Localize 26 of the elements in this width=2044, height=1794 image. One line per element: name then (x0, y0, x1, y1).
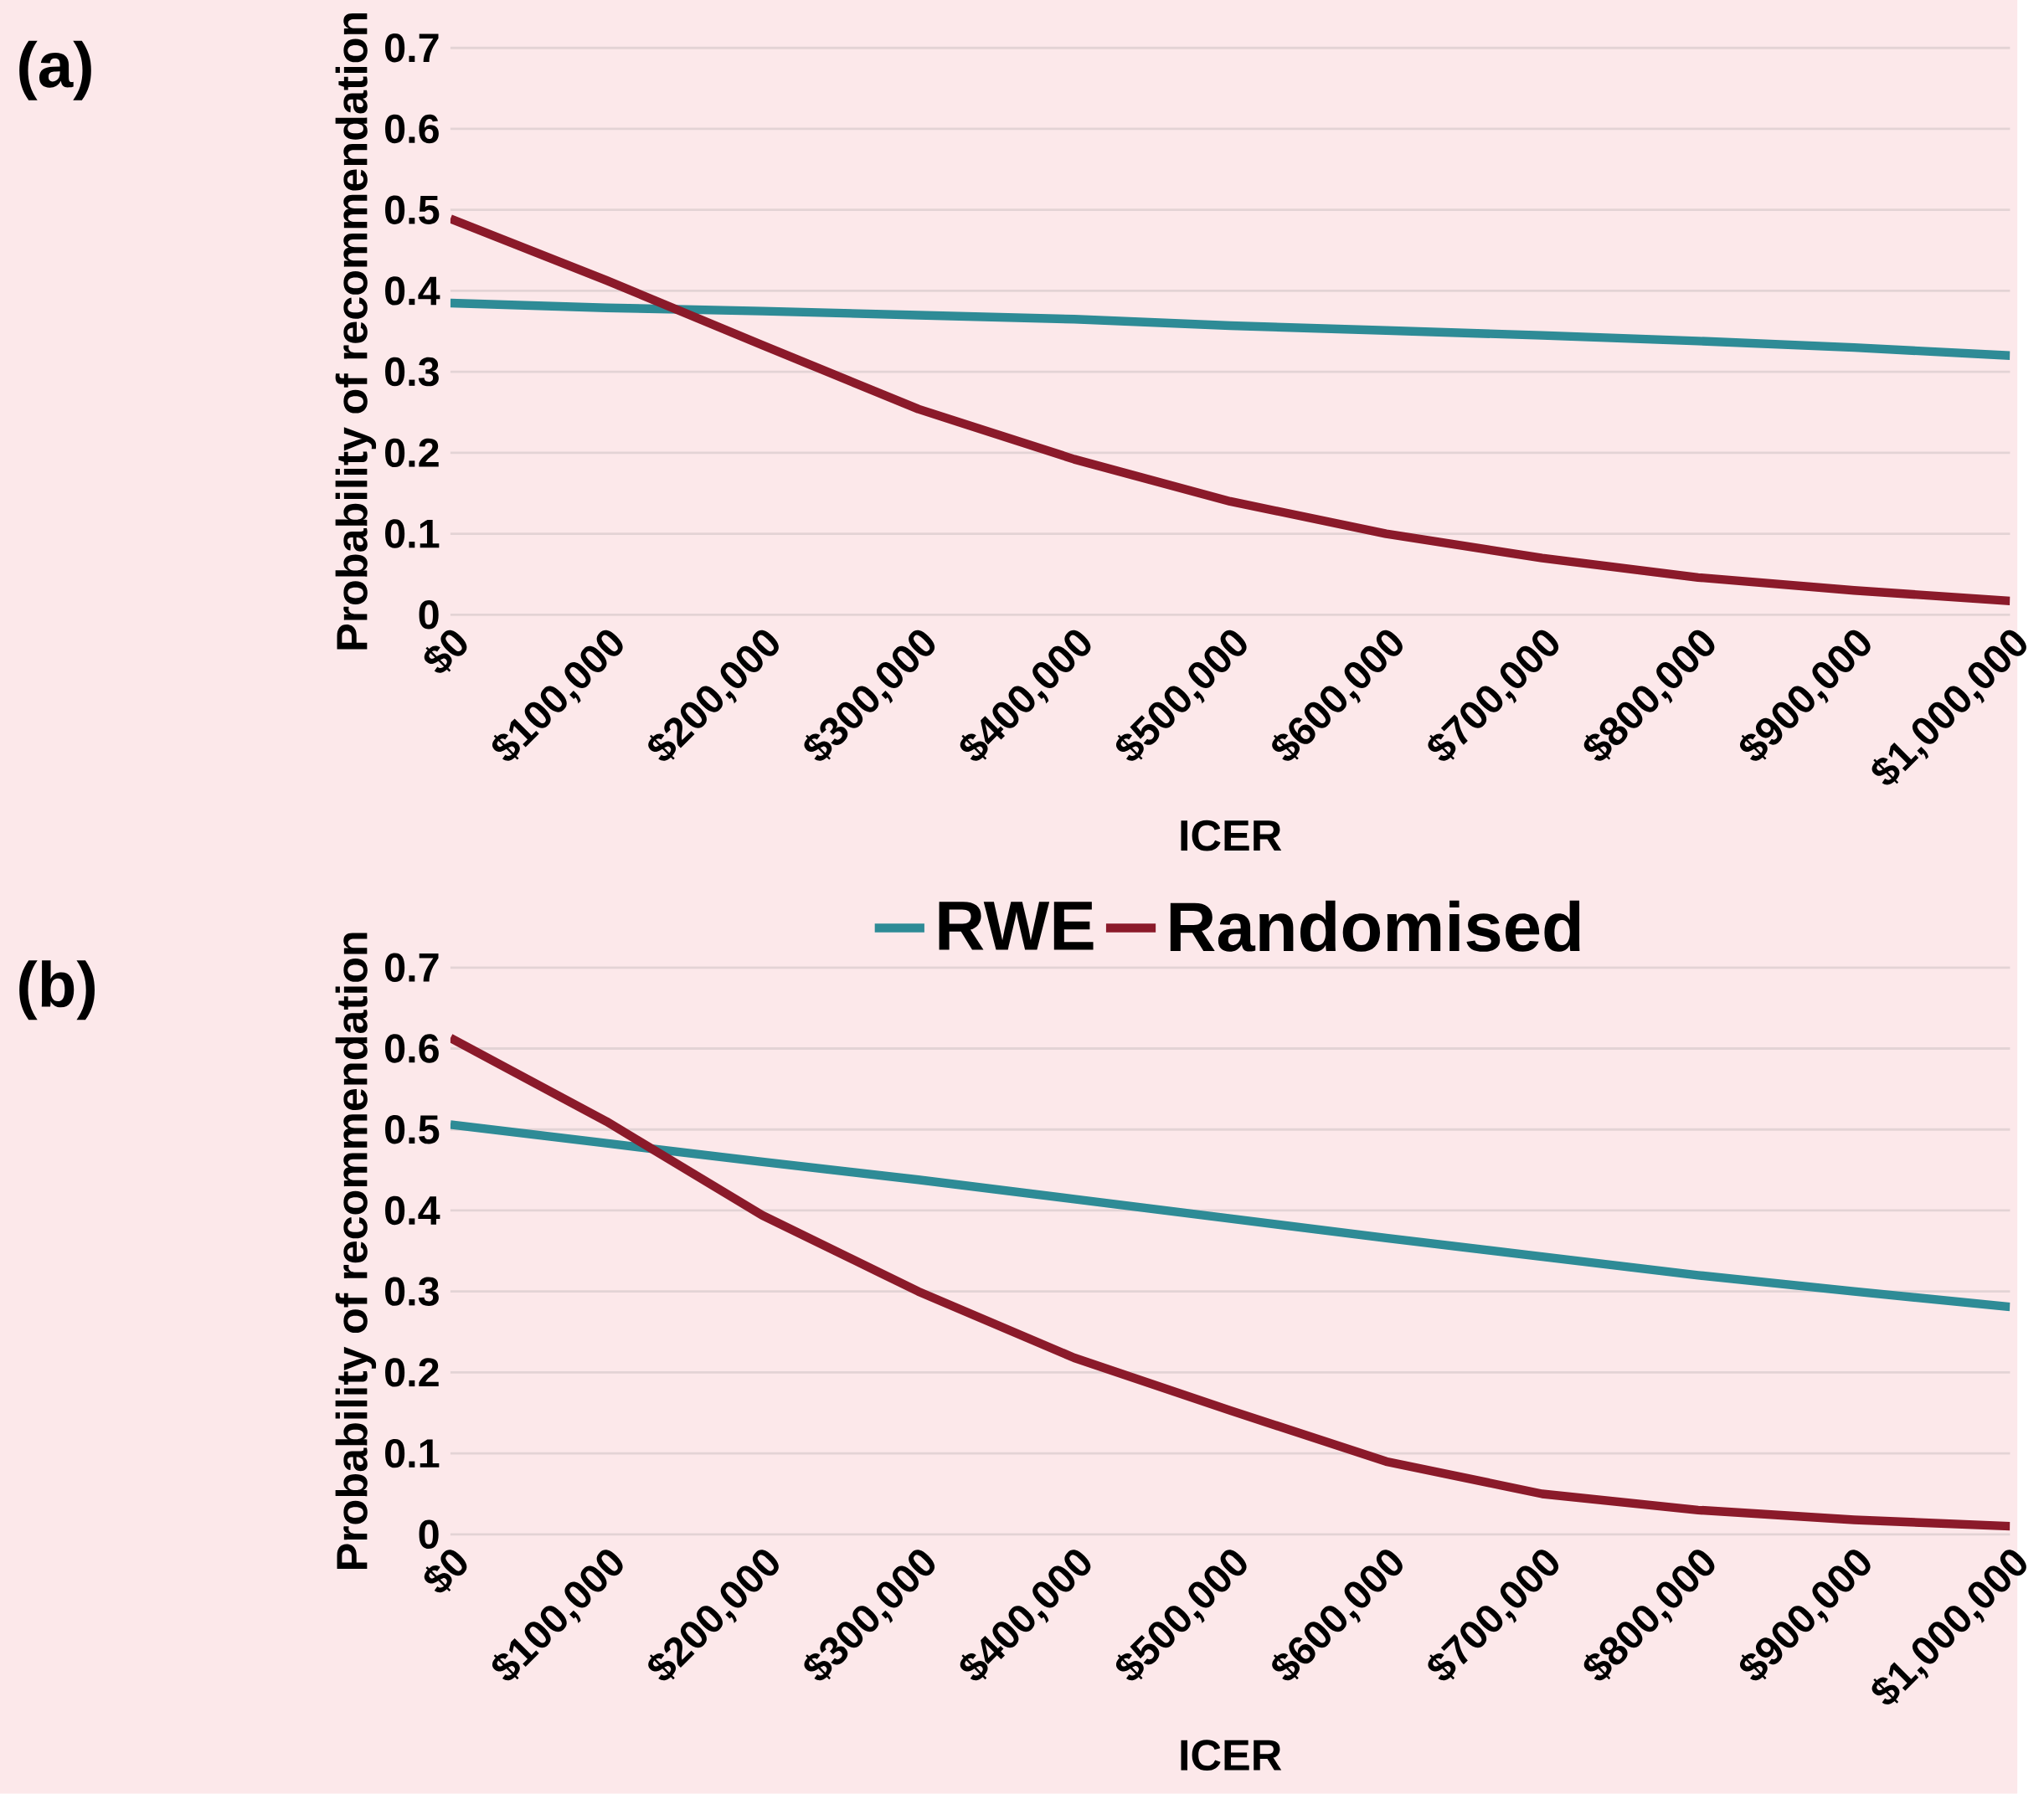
y-tick-label: 0.5 (385, 195, 440, 225)
y-tick-label: 0.3 (385, 1277, 439, 1307)
y-tick-label: 0.6 (385, 1034, 439, 1063)
y-tick-label: 0.3 (385, 357, 439, 387)
y-tick-label: 0.7 (385, 33, 439, 63)
y-tick-label: 0.7 (385, 953, 439, 983)
y-tick-label: 0.1 (385, 1439, 440, 1468)
x-axis-title: ICER (1181, 1740, 1282, 1771)
y-axis-title: Probability of recommendation (335, 933, 377, 1570)
legend-label: RWE (939, 902, 1094, 950)
y-tick-label: 0 (419, 600, 439, 630)
y-tick-label: 0.2 (385, 1358, 439, 1387)
legend-label: Randomised (1170, 900, 1580, 952)
y-tick-label: 0.1 (385, 519, 440, 548)
y-axis-title: Probability of recommendation (335, 13, 377, 650)
y-tick-label: 0.4 (385, 1195, 440, 1226)
x-tick-label: $0 (424, 1550, 467, 1593)
x-tick-label: $0 (424, 630, 467, 673)
y-tick-label: 0.5 (385, 1115, 440, 1144)
chart-title: (b) (19, 960, 95, 1020)
y-tick-label: 0.2 (385, 438, 439, 468)
x-axis-title: ICER (1181, 820, 1282, 851)
y-tick-label: 0 (419, 1519, 439, 1550)
y-tick-label: 0.6 (385, 114, 439, 144)
y-tick-label: 0.4 (385, 276, 440, 306)
chart-title: (a) (19, 40, 91, 100)
